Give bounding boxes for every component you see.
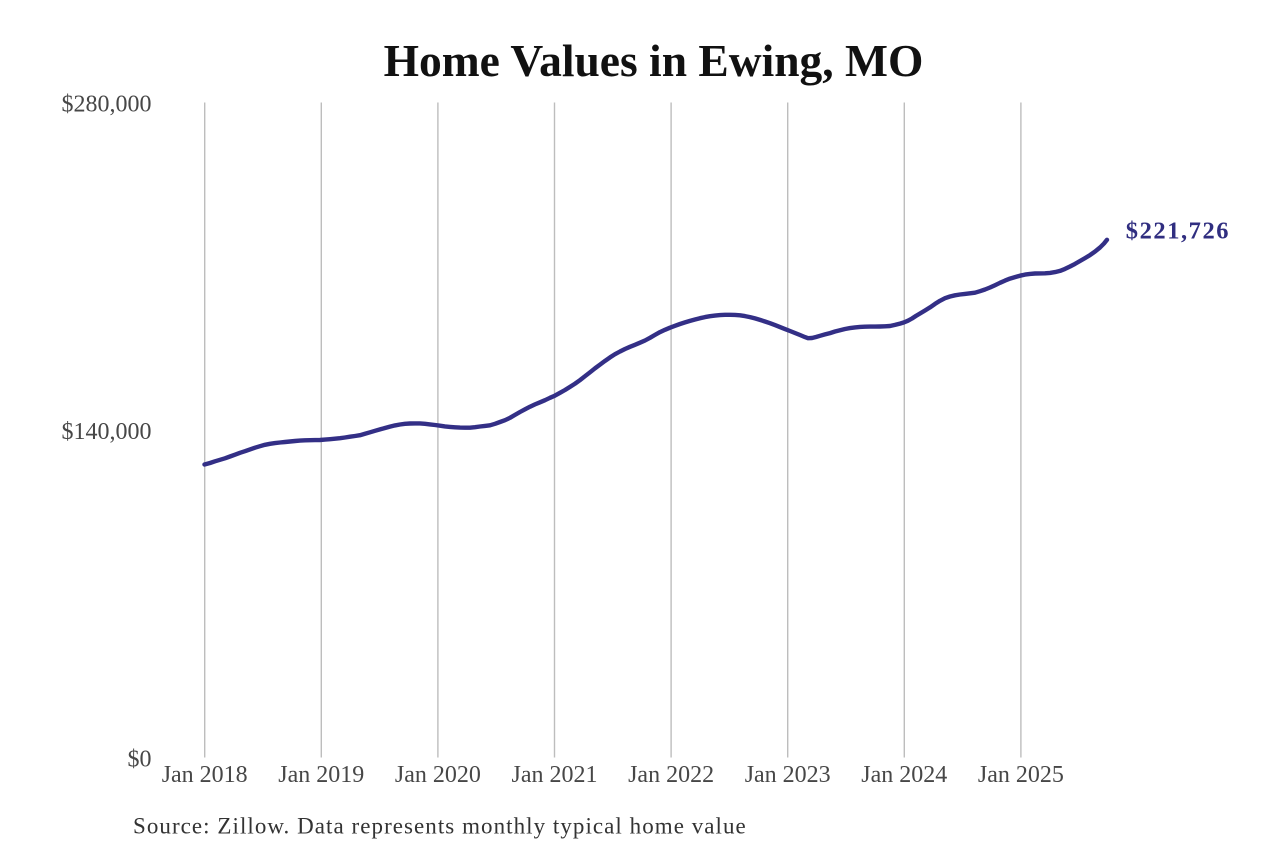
svg-text:Jan 2023: Jan 2023 — [745, 762, 831, 788]
svg-text:Home Values in Ewing, MO: Home Values in Ewing, MO — [384, 35, 924, 86]
svg-text:$280,000: $280,000 — [62, 92, 152, 118]
svg-text:Jan 2024: Jan 2024 — [861, 762, 947, 788]
svg-text:Jan 2021: Jan 2021 — [512, 762, 598, 788]
svg-text:Source: Zillow. Data represent: Source: Zillow. Data represents monthly … — [133, 814, 747, 839]
svg-text:Jan 2025: Jan 2025 — [978, 762, 1064, 788]
svg-text:Jan 2022: Jan 2022 — [628, 762, 714, 788]
svg-text:Jan 2019: Jan 2019 — [278, 762, 364, 788]
svg-text:$140,000: $140,000 — [62, 419, 152, 445]
svg-text:$0: $0 — [128, 747, 152, 773]
svg-text:Jan 2020: Jan 2020 — [395, 762, 481, 788]
svg-text:$221,726: $221,726 — [1126, 218, 1230, 245]
svg-text:Jan 2018: Jan 2018 — [162, 762, 248, 788]
